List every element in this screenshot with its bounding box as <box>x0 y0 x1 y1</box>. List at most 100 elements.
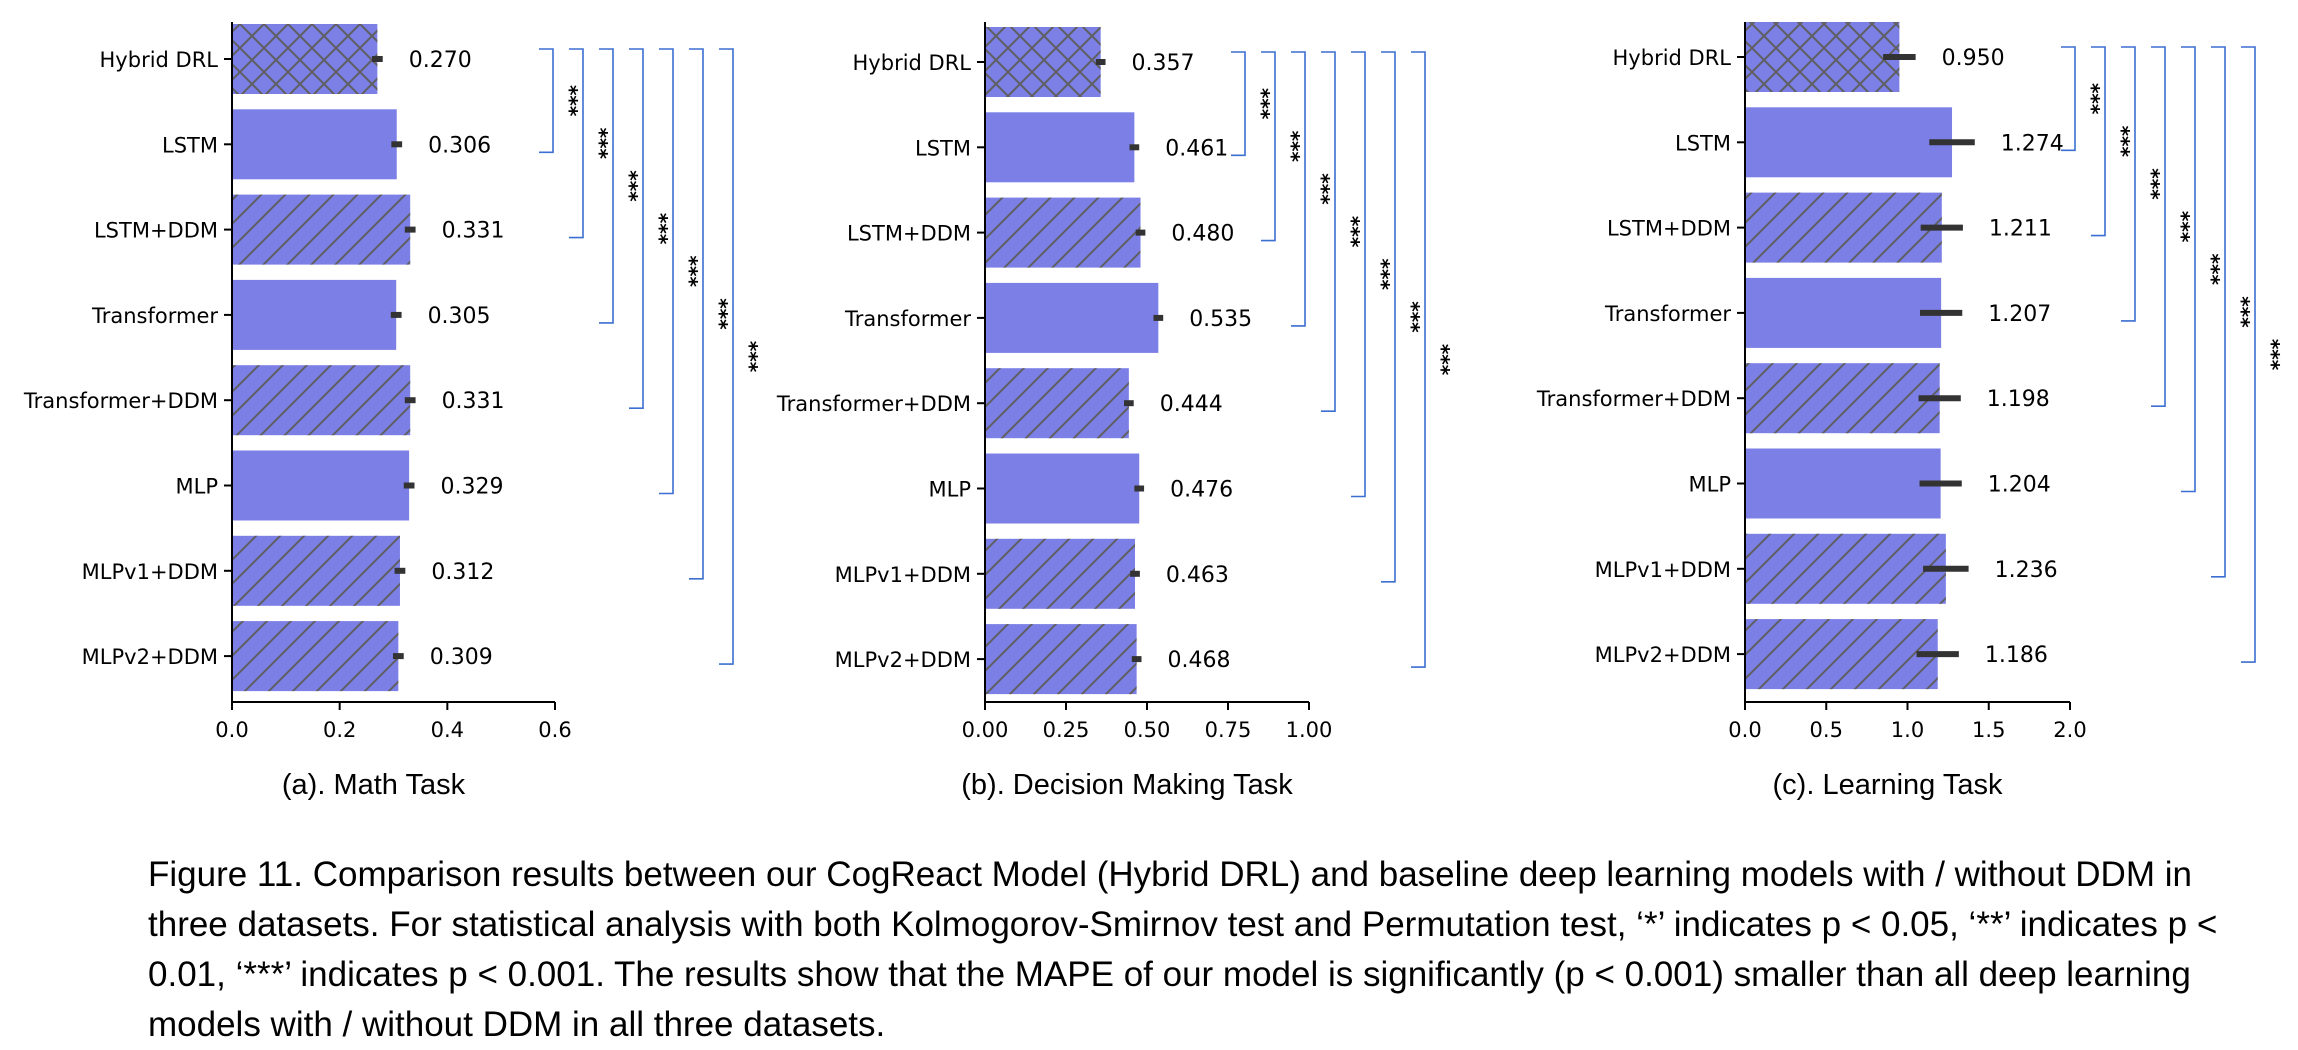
bar <box>232 279 397 350</box>
bar-hatch <box>985 368 1129 439</box>
value-label: 1.204 <box>1988 473 2051 498</box>
bar <box>1745 277 1942 348</box>
significance-bracket <box>719 48 734 665</box>
bar <box>1745 448 1941 519</box>
value-label: 0.305 <box>428 304 491 329</box>
bar <box>1745 107 1953 178</box>
category-label: Hybrid DRL <box>100 48 219 72</box>
category-label: Transformer <box>844 307 971 331</box>
bar-hatch <box>1745 363 1940 434</box>
significance-label: *** <box>1250 88 1274 120</box>
significance-label: *** <box>2140 168 2164 200</box>
x-tick-label: 0.5 <box>1810 718 1843 742</box>
significance-label: *** <box>618 170 642 202</box>
significance-bracket <box>1381 51 1396 583</box>
bar-hatch <box>985 27 1101 97</box>
significance-label: *** <box>2110 126 2134 158</box>
bar <box>985 453 1140 524</box>
x-tick-label: 0.50 <box>1124 718 1171 742</box>
category-label: MLPv1+DDM <box>1595 558 1731 582</box>
panel-learning-task: 0.950 Hybrid DRL 1.274 LSTM 1.211 LSTM+DDM 1.2… <box>1536 22 2284 801</box>
category-label: Hybrid DRL <box>853 51 972 75</box>
category-label: MLPv2+DDM <box>1595 643 1731 667</box>
value-label: 1.186 <box>1985 643 2048 668</box>
bar <box>232 450 410 521</box>
x-tick-label: 0.4 <box>431 718 464 742</box>
value-label: 1.198 <box>1987 387 2050 412</box>
category-label: LSTM <box>915 136 971 160</box>
value-label: 0.331 <box>442 389 505 414</box>
significance-label: *** <box>1370 259 1394 291</box>
value-label: 0.480 <box>1171 222 1234 247</box>
value-label: 0.476 <box>1170 478 1233 503</box>
significance-bracket <box>2061 46 2076 152</box>
category-label: Transformer <box>1604 302 1731 326</box>
value-label: 1.236 <box>1995 558 2058 583</box>
value-label: 1.211 <box>1989 217 2052 242</box>
bar-hatch <box>1745 619 1938 690</box>
significance-bracket <box>689 48 704 580</box>
category-label: MLPv2+DDM <box>82 645 218 669</box>
bar-hatch <box>232 535 400 606</box>
bar <box>985 112 1135 183</box>
category-label: Transformer+DDM <box>23 389 218 413</box>
bar-hatch <box>985 538 1136 609</box>
x-tick-label: 2.0 <box>2053 718 2086 742</box>
significance-label: *** <box>1310 173 1334 205</box>
category-label: MLPv1+DDM <box>82 560 218 584</box>
significance-label: *** <box>2200 254 2224 286</box>
value-label: 0.331 <box>442 219 505 244</box>
panel-math-task: 0.270 Hybrid DRL 0.306 LSTM 0.331 LSTM+DDM 0.3… <box>23 22 762 801</box>
bar-hatch <box>1745 533 1946 604</box>
x-tick-label: 0.0 <box>1728 718 1761 742</box>
category-label: LSTM+DDM <box>847 222 971 246</box>
x-tick-label: 1.00 <box>1286 718 1333 742</box>
significance-bracket <box>1261 51 1276 242</box>
value-label: 0.329 <box>440 475 503 500</box>
significance-bracket <box>2151 46 2166 407</box>
significance-label: *** <box>588 128 612 160</box>
value-label: 0.270 <box>409 48 472 73</box>
x-tick-label: 1.0 <box>1891 718 1924 742</box>
x-tick-label: 0.0 <box>215 718 248 742</box>
significance-bracket <box>629 48 644 409</box>
bar-hatch <box>985 197 1141 268</box>
significance-bracket <box>1321 51 1336 412</box>
value-label: 0.950 <box>1942 46 2005 71</box>
category-label: MLP <box>176 475 218 499</box>
category-label: Hybrid DRL <box>1613 46 1732 70</box>
category-label: MLP <box>1689 473 1731 497</box>
category-label: MLPv2+DDM <box>835 648 971 672</box>
significance-label: *** <box>2260 339 2284 371</box>
category-label: Transformer+DDM <box>1536 387 1731 411</box>
bar-hatch <box>232 194 411 265</box>
significance-label: *** <box>1340 216 1364 248</box>
value-label: 1.207 <box>1988 302 2051 327</box>
significance-bracket <box>2091 46 2106 237</box>
value-label: 0.461 <box>1165 136 1228 161</box>
value-label: 0.468 <box>1167 648 1230 673</box>
significance-bracket <box>599 48 614 324</box>
value-label: 0.444 <box>1160 392 1223 417</box>
significance-bracket <box>2181 46 2196 493</box>
bar-hatch <box>1745 192 1942 263</box>
x-tick-label: 0.00 <box>962 718 1009 742</box>
significance-bracket <box>2241 46 2256 663</box>
category-label: MLPv1+DDM <box>835 563 971 587</box>
significance-label: *** <box>558 85 582 117</box>
bar <box>985 282 1159 353</box>
x-tick-label: 0.6 <box>538 718 571 742</box>
panel-subtitle: (b). Decision Making Task <box>961 769 1293 801</box>
bar-hatch <box>1745 22 1900 92</box>
significance-label: *** <box>708 298 732 330</box>
panel-subtitle: (c). Learning Task <box>1773 769 2003 801</box>
category-label: LSTM+DDM <box>94 219 218 243</box>
significance-label: *** <box>1430 344 1454 376</box>
bar-hatch <box>232 24 378 94</box>
category-label: Transformer+DDM <box>776 392 971 416</box>
figure-caption: Figure 11. Comparison results between ou… <box>148 855 2218 1044</box>
value-label: 1.274 <box>2001 131 2064 156</box>
category-label: Transformer <box>91 304 218 328</box>
bar <box>232 109 397 180</box>
